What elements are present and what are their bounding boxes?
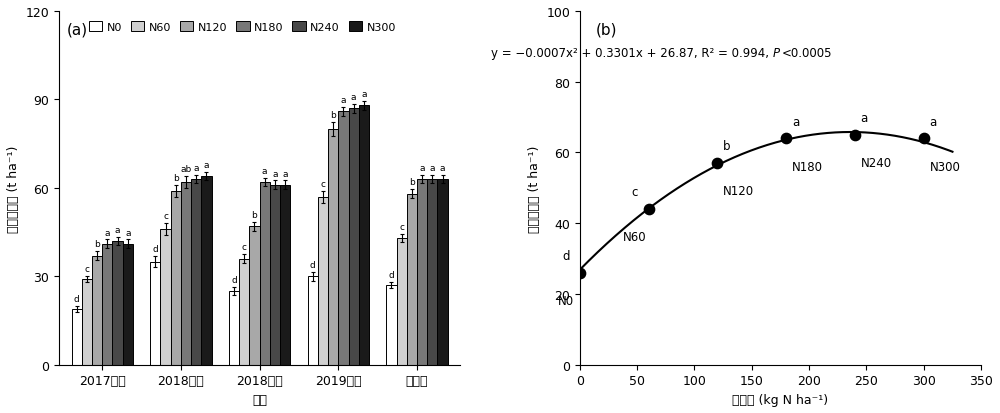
Bar: [270, 185, 280, 365]
Text: <0.0005: <0.0005: [781, 47, 832, 60]
Text: d: d: [310, 260, 316, 269]
Text: a: a: [125, 228, 131, 237]
Bar: [160, 230, 171, 365]
Text: b: b: [173, 173, 179, 183]
Text: ab: ab: [180, 165, 192, 174]
Bar: [397, 238, 407, 365]
Bar: [191, 180, 201, 365]
Text: a: a: [440, 163, 445, 172]
Bar: [338, 112, 349, 365]
Text: b: b: [330, 110, 336, 119]
Text: a: a: [430, 163, 435, 172]
Text: N300: N300: [930, 160, 960, 173]
Bar: [249, 227, 260, 365]
Text: a: a: [282, 169, 288, 178]
Bar: [318, 197, 328, 365]
Y-axis label: 肉质根产量 (t ha⁻¹): 肉质根产量 (t ha⁻¹): [7, 145, 20, 232]
Text: c: c: [399, 222, 404, 231]
Text: N60: N60: [623, 231, 647, 244]
Bar: [82, 280, 92, 365]
Text: d: d: [74, 294, 80, 303]
Text: c: c: [84, 265, 89, 274]
X-axis label: 季节: 季节: [252, 393, 267, 406]
Bar: [260, 183, 270, 365]
Text: a: a: [194, 163, 199, 172]
Text: d: d: [152, 244, 158, 253]
Text: a: a: [792, 115, 799, 128]
Point: [916, 136, 932, 142]
Text: d: d: [231, 275, 237, 284]
Bar: [123, 244, 133, 365]
Legend: N0, N60, N120, N180, N240, N300: N0, N60, N120, N180, N240, N300: [85, 17, 400, 37]
Text: N0: N0: [558, 294, 574, 307]
Text: a: a: [419, 163, 425, 172]
Point: [847, 132, 863, 139]
Text: d: d: [562, 249, 570, 263]
Point: [778, 136, 794, 142]
Bar: [72, 309, 82, 365]
Text: a: a: [861, 112, 868, 125]
Text: d: d: [389, 271, 394, 280]
Bar: [359, 106, 369, 365]
Text: N120: N120: [723, 185, 754, 198]
X-axis label: 施氮量 (kg N ha⁻¹): 施氮量 (kg N ha⁻¹): [732, 393, 829, 406]
Text: (b): (b): [596, 22, 617, 38]
Text: c: c: [320, 179, 325, 188]
Text: a: a: [204, 160, 209, 169]
Text: a: a: [262, 166, 267, 175]
Bar: [102, 244, 112, 365]
Point: [709, 160, 725, 167]
Point: [641, 206, 657, 213]
Bar: [112, 241, 123, 365]
Bar: [427, 180, 437, 365]
Bar: [417, 180, 427, 365]
Text: b: b: [94, 240, 100, 249]
Bar: [229, 291, 239, 365]
Point: [572, 270, 588, 276]
Bar: [386, 285, 397, 365]
Text: a: a: [351, 93, 356, 102]
Text: (a): (a): [67, 22, 88, 38]
Text: a: a: [105, 228, 110, 237]
Bar: [201, 177, 212, 365]
Bar: [280, 185, 290, 365]
Text: b: b: [409, 178, 415, 187]
Bar: [437, 180, 448, 365]
Text: a: a: [115, 225, 120, 234]
Text: N240: N240: [861, 157, 892, 170]
Text: b: b: [723, 140, 731, 153]
Bar: [308, 277, 318, 365]
Bar: [92, 256, 102, 365]
Text: c: c: [242, 243, 247, 252]
Text: c: c: [632, 186, 638, 199]
Bar: [328, 130, 338, 365]
Text: P: P: [772, 47, 780, 60]
Text: y = −0.0007x² + 0.3301x + 26.87, R² = 0.994,: y = −0.0007x² + 0.3301x + 26.87, R² = 0.…: [491, 47, 772, 60]
Y-axis label: 肉质根产量 (t ha⁻¹): 肉质根产量 (t ha⁻¹): [528, 145, 541, 232]
Text: a: a: [272, 169, 278, 178]
Bar: [239, 259, 249, 365]
Text: a: a: [930, 115, 937, 128]
Bar: [150, 262, 160, 365]
Bar: [181, 183, 191, 365]
Bar: [407, 194, 417, 365]
Text: b: b: [252, 210, 257, 219]
Text: a: a: [361, 90, 367, 99]
Bar: [171, 191, 181, 365]
Bar: [349, 109, 359, 365]
Text: a: a: [341, 95, 346, 104]
Text: N180: N180: [792, 160, 823, 173]
Text: c: c: [163, 212, 168, 221]
